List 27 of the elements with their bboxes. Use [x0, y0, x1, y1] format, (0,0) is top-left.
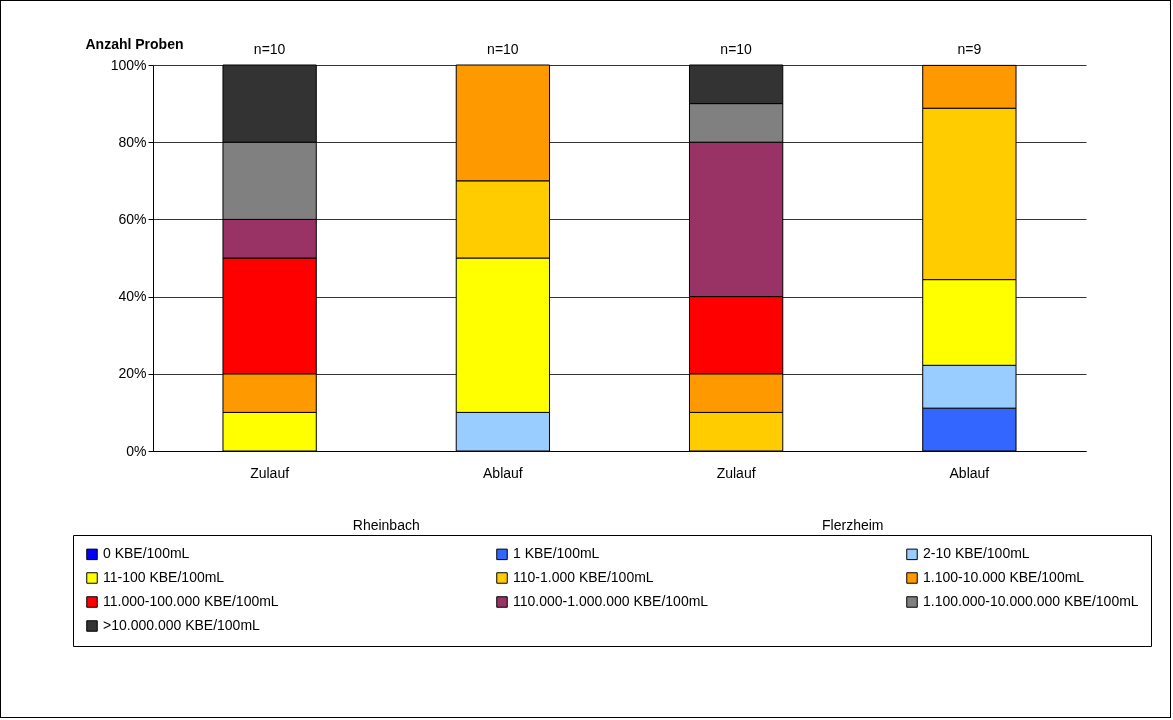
- legend-label: 110.000-1.000.000 KBE/100mL: [513, 593, 709, 609]
- y-tick-label: 100%: [110, 56, 147, 73]
- text: Flerzheim: [822, 517, 884, 533]
- text: Rheinbach: [352, 517, 420, 533]
- y-tick-label: 40%: [118, 288, 147, 305]
- legend-label: >10.000.000 KBE/100mL: [103, 617, 261, 633]
- legend-label: 11-100 KBE/100mL: [103, 569, 225, 585]
- x-tick-label: Ablauf: [483, 464, 523, 481]
- x-tick-label: Ablauf: [949, 464, 990, 481]
- legend-label: 1 KBE/100mL: [513, 545, 600, 562]
- x-tick-label: Zulauf: [250, 464, 290, 481]
- legend-label: 0 KBE/100mL: [103, 545, 190, 562]
- text: n=10: [253, 41, 286, 57]
- y-tick-label: 0%: [126, 442, 147, 459]
- y-tick-label: 20%: [118, 365, 147, 382]
- text: n=9: [957, 41, 982, 57]
- legend-label: 2-10 KBE/100mL: [923, 545, 1030, 562]
- legend-label: 11.000-100.000 KBE/100mL: [103, 593, 279, 609]
- y-axis-title: Anzahl Proben: [85, 35, 184, 52]
- x-tick-label: Zulauf: [716, 464, 756, 481]
- legend-label: 110-1.000 KBE/100mL: [513, 569, 654, 585]
- text: n=10: [720, 41, 753, 57]
- legend-label: 1.100.000-10.000.000 KBE/100mL: [923, 593, 1139, 609]
- legend-label: 1.100-10.000 KBE/100mL: [923, 569, 1085, 585]
- y-tick-label: 60%: [118, 210, 147, 227]
- text: n=10: [487, 41, 519, 57]
- y-tick-label: 80%: [118, 133, 147, 150]
